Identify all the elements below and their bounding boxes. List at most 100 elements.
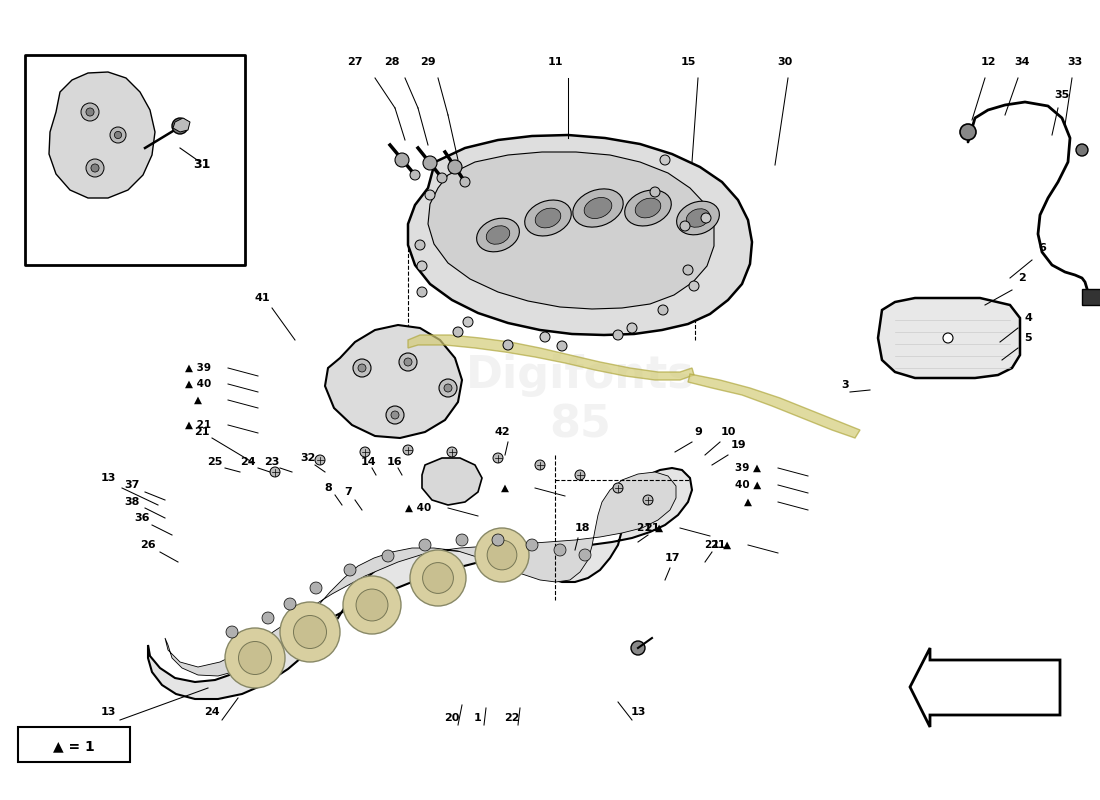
Polygon shape (173, 118, 190, 132)
Circle shape (386, 406, 404, 424)
Circle shape (86, 108, 94, 116)
Text: 21: 21 (195, 427, 210, 437)
Circle shape (453, 327, 463, 337)
Circle shape (356, 589, 388, 621)
Circle shape (172, 118, 188, 134)
Text: 12: 12 (980, 57, 996, 67)
Circle shape (644, 495, 653, 505)
Ellipse shape (486, 226, 509, 244)
Circle shape (226, 626, 238, 638)
Circle shape (503, 340, 513, 350)
Circle shape (417, 261, 427, 271)
Bar (18, 727, 130, 762)
Polygon shape (148, 468, 692, 699)
Text: 16: 16 (387, 457, 403, 467)
Text: ▲ 40: ▲ 40 (185, 379, 211, 389)
Text: 7: 7 (344, 487, 352, 497)
Text: 36: 36 (134, 513, 150, 523)
Circle shape (475, 528, 529, 582)
Text: 10: 10 (720, 427, 736, 437)
Text: Digifonts
85: Digifonts 85 (465, 354, 694, 446)
Circle shape (444, 384, 452, 392)
Polygon shape (422, 458, 482, 505)
Text: 13: 13 (100, 473, 116, 483)
Text: 3: 3 (842, 380, 849, 390)
Circle shape (344, 564, 356, 576)
Circle shape (280, 602, 340, 662)
Circle shape (424, 156, 437, 170)
Circle shape (262, 612, 274, 624)
Bar (25, 55, 245, 265)
Text: 22: 22 (504, 713, 519, 723)
Text: 18: 18 (574, 523, 590, 533)
Circle shape (239, 642, 272, 674)
Circle shape (613, 483, 623, 493)
Text: 28: 28 (384, 57, 399, 67)
Circle shape (395, 153, 409, 167)
Circle shape (456, 534, 468, 546)
Circle shape (492, 534, 504, 546)
Text: 21 ▲: 21 ▲ (637, 523, 663, 533)
Text: 5: 5 (1024, 333, 1032, 343)
Ellipse shape (584, 198, 612, 218)
Text: 24: 24 (240, 457, 256, 467)
Circle shape (270, 467, 280, 477)
Ellipse shape (625, 190, 671, 226)
Text: ▲ 40: ▲ 40 (405, 503, 431, 513)
Text: ▲ 39: ▲ 39 (185, 363, 211, 373)
Ellipse shape (536, 208, 561, 228)
Text: 40 ▲: 40 ▲ (735, 480, 761, 490)
Circle shape (422, 562, 453, 594)
Text: 25: 25 (207, 457, 222, 467)
Text: 34: 34 (1014, 57, 1030, 67)
Ellipse shape (573, 189, 624, 227)
Circle shape (353, 359, 371, 377)
Text: 23: 23 (264, 457, 279, 467)
Text: 24: 24 (205, 707, 220, 717)
Circle shape (425, 190, 435, 200)
Circle shape (226, 628, 285, 688)
Text: ▲: ▲ (500, 483, 509, 493)
Text: 37: 37 (124, 480, 140, 490)
Ellipse shape (476, 218, 519, 252)
Circle shape (81, 103, 99, 121)
Ellipse shape (686, 209, 710, 227)
Text: 1: 1 (474, 713, 482, 723)
Circle shape (658, 305, 668, 315)
Text: 20: 20 (444, 713, 460, 723)
Circle shape (680, 221, 690, 231)
Text: 39 ▲: 39 ▲ (735, 463, 761, 473)
Text: 31: 31 (194, 158, 211, 171)
Circle shape (650, 187, 660, 197)
Text: 4: 4 (1024, 313, 1032, 323)
Text: ▲: ▲ (194, 395, 202, 405)
Circle shape (463, 317, 473, 327)
Polygon shape (50, 72, 155, 198)
Circle shape (343, 576, 402, 634)
Circle shape (526, 539, 538, 551)
Circle shape (683, 265, 693, 275)
Text: 41: 41 (254, 293, 270, 303)
Text: 13: 13 (630, 707, 646, 717)
Text: 15: 15 (680, 57, 695, 67)
Circle shape (460, 177, 470, 187)
Text: 21: 21 (711, 540, 726, 550)
Circle shape (404, 358, 412, 366)
Circle shape (91, 164, 99, 172)
Circle shape (579, 549, 591, 561)
Polygon shape (165, 472, 676, 676)
Text: 32: 32 (300, 453, 316, 463)
Circle shape (360, 447, 370, 457)
Text: 2: 2 (1019, 273, 1026, 283)
Text: 35: 35 (1055, 90, 1069, 100)
Text: 33: 33 (1067, 57, 1082, 67)
Text: ▲: ▲ (744, 497, 752, 507)
Text: ▲ = 1: ▲ = 1 (53, 739, 95, 753)
Polygon shape (324, 325, 462, 438)
Text: 11: 11 (548, 57, 563, 67)
Text: 21: 21 (645, 523, 660, 533)
Ellipse shape (676, 201, 719, 235)
Circle shape (110, 127, 126, 143)
Circle shape (399, 353, 417, 371)
Circle shape (410, 550, 466, 606)
